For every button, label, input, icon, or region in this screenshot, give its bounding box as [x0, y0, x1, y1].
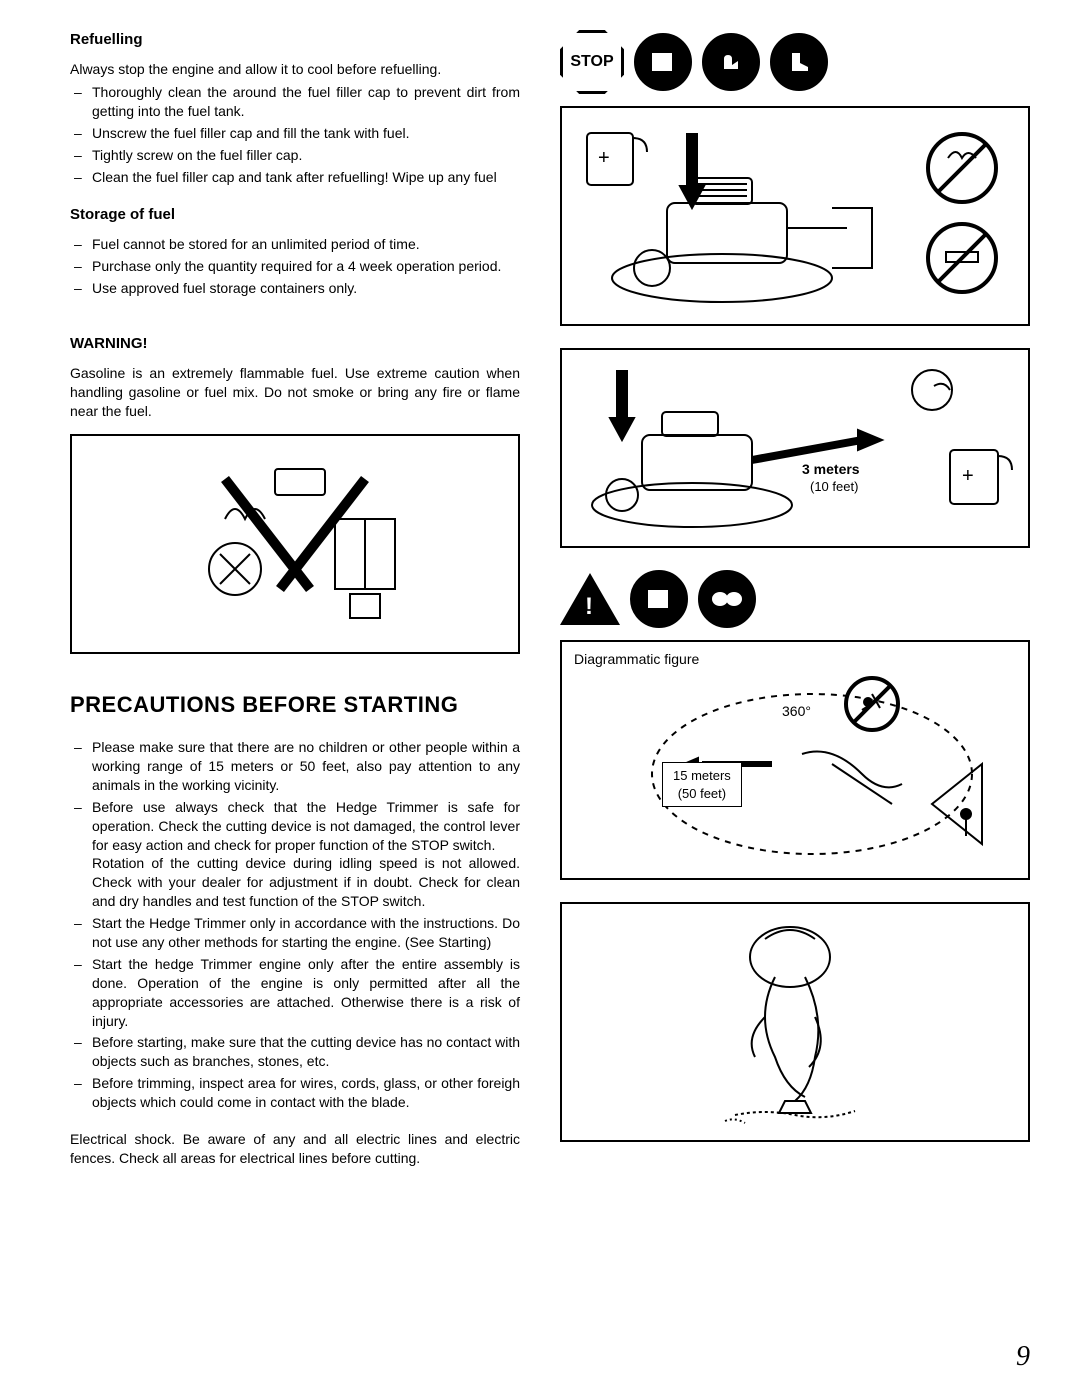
precautions-heading: PRECAUTIONS BEFORE STARTING	[70, 690, 520, 720]
refuel-list: Thoroughly clean the around the fuel fil…	[70, 83, 520, 186]
list-item: Fuel cannot be stored for an unlimited p…	[70, 235, 520, 254]
svg-text:+: +	[962, 465, 974, 487]
right-column: STOP +	[560, 30, 1030, 1168]
distance-diagram-icon: +	[562, 350, 1022, 540]
warning-body: Gasoline is an extremely flammable fuel.…	[70, 364, 520, 421]
list-item: Use approved fuel storage containers onl…	[70, 279, 520, 298]
warning-triangle-icon	[560, 573, 620, 625]
figure-inspect-ground	[560, 902, 1030, 1142]
list-item: Unscrew the fuel filler cap and fill the…	[70, 124, 520, 143]
list-item: Tightly screw on the fuel filler cap.	[70, 146, 520, 165]
manual-icon	[634, 33, 692, 91]
book-hand-icon	[648, 47, 678, 77]
goggles-icon	[698, 570, 756, 628]
warning-heading: WARNING!	[70, 334, 520, 354]
book-icon	[644, 584, 674, 614]
left-column: Refuelling Always stop the engine and al…	[70, 30, 520, 1168]
list-item: Start the hedge Trimmer engine only afte…	[70, 955, 520, 1031]
manual-icon-2	[630, 570, 688, 628]
range-diagram-icon	[572, 664, 1012, 874]
stop-sign-icon: STOP	[560, 30, 624, 94]
boots-icon	[770, 33, 828, 91]
list-item: Start the Hedge Trimmer only in accordan…	[70, 914, 520, 952]
figure-fuel-fill: +	[560, 106, 1030, 326]
hand-icon	[716, 47, 746, 77]
list-item: Purchase only the quantity required for …	[70, 257, 520, 276]
safety-icon-row-1: STOP	[560, 30, 1030, 94]
fuel-fill-diagram-icon: +	[562, 108, 1022, 318]
list-item: Please make sure that there are no child…	[70, 738, 520, 795]
refuel-intro: Always stop the engine and allow it to c…	[70, 60, 520, 79]
svg-text:+: +	[598, 147, 610, 169]
list-item: Before use always check that the Hedge T…	[70, 798, 520, 911]
stop-label: STOP	[570, 51, 613, 73]
refuelling-heading: Refuelling	[70, 30, 520, 50]
list-item: Thoroughly clean the around the fuel fil…	[70, 83, 520, 121]
range-feet: (50 feet)	[678, 786, 726, 801]
precautions-tail: Electrical shock. Be aware of any and al…	[70, 1130, 520, 1168]
gloves-icon	[702, 33, 760, 91]
distance-feet: (10 feet)	[810, 478, 858, 496]
list-item: Before trimming, inspect area for wires,…	[70, 1074, 520, 1112]
safety-icon-row-2	[560, 570, 1030, 628]
storage-list: Fuel cannot be stored for an unlimited p…	[70, 235, 520, 298]
eyewear-icon	[710, 589, 744, 609]
list-item: Before starting, make sure that the cutt…	[70, 1033, 520, 1071]
figure-working-range: Diagrammatic figure 360° 15 meters (50 f…	[560, 640, 1030, 880]
figure-no-smoking-box	[70, 434, 520, 654]
list-item: Clean the fuel filler cap and tank after…	[70, 168, 520, 187]
range-meters: 15 meters	[673, 768, 731, 783]
boot-icon	[784, 47, 814, 77]
person-inspect-icon	[695, 917, 895, 1127]
precautions-list: Please make sure that there are no child…	[70, 738, 520, 1112]
figure-distance: + 3 meters (10 feet)	[560, 348, 1030, 548]
storage-heading: Storage of fuel	[70, 205, 520, 225]
page-number: 9	[1016, 1338, 1030, 1376]
no-smoking-diagram-icon	[165, 459, 425, 629]
range-box: 15 meters (50 feet)	[662, 762, 742, 807]
degrees-label: 360°	[782, 702, 811, 721]
distance-meters: 3 meters	[802, 460, 860, 479]
